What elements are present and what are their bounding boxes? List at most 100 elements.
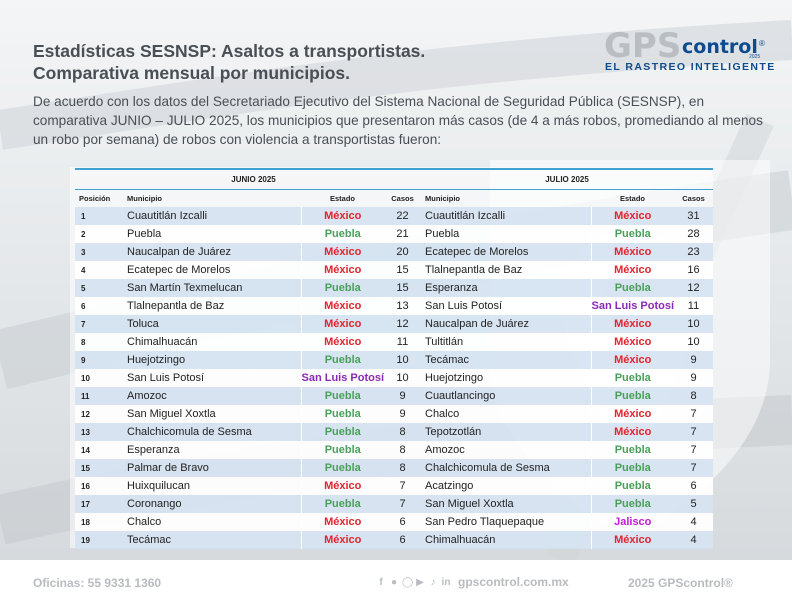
jul-cases: 16 (674, 261, 714, 279)
july-header: JULIO 2025 (421, 168, 714, 190)
jun-cases: 22 (384, 207, 421, 225)
footer-website[interactable]: gpscontrol.com.mx (458, 575, 569, 589)
jun-state: Puebla (300, 279, 384, 297)
col-jun-state: Estado (329, 193, 355, 203)
table-row: 10 San Luis Potosí San Luis Potosí 10 Huejot… (75, 369, 714, 387)
row-position: 5 (75, 279, 123, 297)
jun-municipality: Tecámac (123, 531, 301, 549)
col-position: Posición (79, 193, 111, 203)
jun-cases: 10 (384, 369, 421, 387)
title-line-2: Comparativa mensual por municipios. (33, 63, 351, 83)
row-position: 15 (75, 459, 123, 477)
jul-cases: 23 (674, 243, 714, 261)
row-position: 8 (75, 333, 123, 351)
logo-control: control (682, 36, 758, 58)
jun-cases: 20 (384, 243, 421, 261)
table-row: 15 Palmar de Bravo Puebla 8 Chalchicomula de… (75, 459, 714, 477)
col-jun-municipality: Municipio (127, 193, 162, 203)
jun-state: Puebla (300, 351, 384, 369)
june-header: JUNIO 2025 (123, 168, 384, 190)
table-column-header: Posición Municipio Estado Casos Municipi… (75, 189, 713, 207)
jul-state: México (590, 243, 674, 261)
row-position: 17 (75, 495, 123, 513)
row-position: 16 (75, 477, 123, 495)
jul-cases: 4 (674, 513, 714, 531)
table-row: 16 Huixquilucan México 7 Acatzingo Puebla 6 (75, 477, 714, 495)
jul-cases: 5 (674, 495, 714, 513)
jul-cases: 7 (674, 459, 714, 477)
jun-municipality: Naucalpan de Juárez (123, 243, 301, 261)
jul-cases: 9 (674, 369, 714, 387)
jun-cases: 9 (384, 405, 421, 423)
table-row: 5 San Martín Texmelucan Puebla 15 Esperanza P… (75, 279, 714, 297)
jun-municipality: Amozoc (123, 387, 301, 405)
table-row: 1 Cuautitlán Izcalli México 22 Cuautitlán Iz… (75, 207, 714, 225)
footer-offices: Oficinas: 55 9331 1360 (33, 576, 162, 590)
jul-municipality: Acatzingo (421, 477, 591, 495)
jul-state: Puebla (590, 495, 674, 513)
jul-state: Puebla (590, 279, 674, 297)
row-position: 4 (75, 261, 123, 279)
jul-state: México (590, 207, 674, 225)
jun-state: San Luis Potosí (300, 369, 384, 387)
table-row: 18 Chalco México 6 San Pedro Tlaquepaque Jali… (75, 513, 714, 531)
jul-state: Puebla (590, 477, 674, 495)
jul-cases: 8 (674, 387, 714, 405)
jun-municipality: Coronango (123, 495, 301, 513)
jun-municipality: San Miguel Xoxtla (123, 405, 301, 423)
row-position: 18 (75, 513, 123, 531)
tiktok-icon[interactable]: ♪ (430, 576, 436, 588)
table-row: 19 Tecámac México 6 Chimalhuacán México 4 (75, 531, 714, 549)
jul-municipality: Tecámac (421, 351, 591, 369)
jul-state: Puebla (590, 459, 674, 477)
page-title: Estadísticas SESNSP: Asaltos a transport… (33, 40, 573, 84)
jul-cases: 4 (674, 531, 714, 549)
jul-municipality: Amozoc (421, 441, 591, 459)
jun-municipality: Puebla (123, 225, 301, 243)
row-position: 9 (75, 351, 123, 369)
jul-cases: 7 (674, 441, 714, 459)
jul-cases: 10 (674, 333, 714, 351)
jun-state: México (300, 531, 384, 549)
jun-municipality: Ecatepec de Morelos (123, 261, 301, 279)
jul-state: México (590, 315, 674, 333)
jun-cases: 8 (384, 423, 421, 441)
jul-state: Jalisco (590, 513, 674, 531)
jun-municipality: Chimalhuacán (123, 333, 301, 351)
jul-state: Puebla (590, 387, 674, 405)
jun-municipality: Toluca (123, 315, 301, 333)
jun-state: México (300, 333, 384, 351)
row-position: 11 (75, 387, 123, 405)
jul-state: Puebla (590, 441, 674, 459)
table-row: 4 Ecatepec de Morelos México 15 Tlalnepantla… (75, 261, 714, 279)
jun-state: México (300, 513, 384, 531)
facebook-icon[interactable]: f (379, 576, 383, 588)
row-position: 7 (75, 315, 123, 333)
jul-state: San Luis Potosí (590, 297, 674, 315)
jun-cases: 6 (384, 531, 421, 549)
table-row: 14 Esperanza Puebla 8 Amozoc Puebla 7 (75, 441, 714, 459)
youtube-icon[interactable]: ▶ (416, 576, 424, 588)
jul-municipality: Chalchicomula de Sesma (421, 459, 591, 477)
jul-state: México (590, 333, 674, 351)
jul-municipality: San Luis Potosí (421, 297, 591, 315)
twitter-icon[interactable]: ● (390, 576, 398, 588)
table-row: 17 Coronango Puebla 7 San Miguel Xoxtla Puebl… (75, 495, 714, 513)
table-row: 6 Tlalnepantla de Baz México 13 San Luis Pot… (75, 297, 714, 315)
row-position: 6 (75, 297, 123, 315)
jun-municipality: San Martín Texmelucan (123, 279, 301, 297)
row-position: 3 (75, 243, 123, 261)
jun-state: México (300, 315, 384, 333)
footer-social: f ● ◯ ▶ ♪ in gpscontrol.com.mx (376, 575, 569, 589)
jun-municipality: Huixquilucan (123, 477, 301, 495)
col-jul-state: Estado (619, 193, 645, 203)
instagram-icon[interactable]: ◯ (402, 576, 414, 588)
linkedin-icon[interactable]: in (441, 576, 451, 588)
jul-municipality: Naucalpan de Juárez (421, 315, 591, 333)
jul-municipality: San Miguel Xoxtla (421, 495, 591, 513)
jun-state: Puebla (300, 423, 384, 441)
jul-municipality: Chimalhuacán (421, 531, 591, 549)
logo-registered: ® (759, 39, 765, 48)
jun-municipality: Cuautitlán Izcalli (123, 207, 301, 225)
jun-state: Puebla (300, 495, 384, 513)
